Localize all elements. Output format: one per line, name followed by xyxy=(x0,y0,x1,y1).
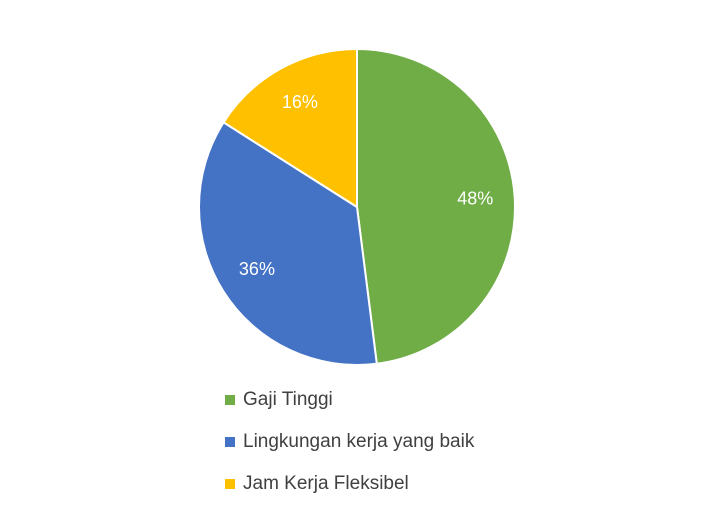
legend-swatch xyxy=(225,437,235,447)
slice-label: 48% xyxy=(457,188,493,208)
pie-slice xyxy=(222,47,358,209)
legend-swatch xyxy=(225,479,235,489)
legend-label: Gaji Tinggi xyxy=(243,389,333,410)
pie-slice xyxy=(198,120,378,366)
slice-label: 36% xyxy=(239,259,275,279)
slice-label: 16% xyxy=(282,92,318,112)
legend-label: Jam Kerja Fleksibel xyxy=(243,473,409,494)
legend-label: Lingkungan kerja yang baik xyxy=(243,431,475,452)
pie-slice xyxy=(356,47,516,365)
legend-swatch xyxy=(225,395,235,405)
